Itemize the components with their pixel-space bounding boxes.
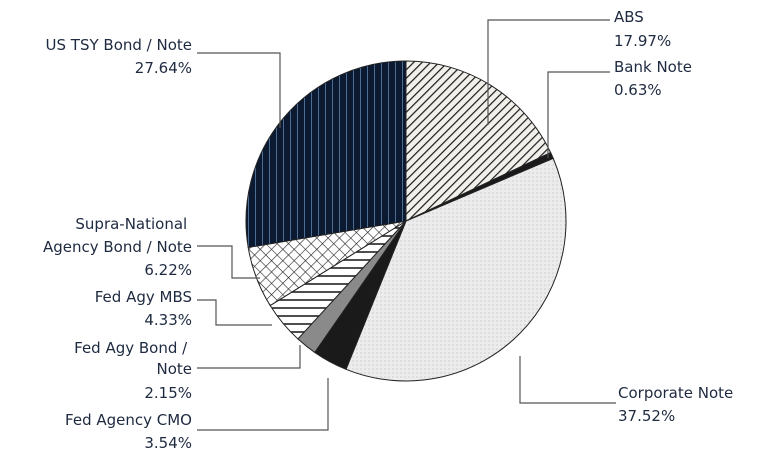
label-fed-agy-bond-note-value: 2.15% — [144, 384, 192, 402]
label-fed-agy-bond-note-name: Fed Agy Bond / Note — [74, 339, 192, 378]
label-fed-agy-mbs-name: Fed Agy MBS — [95, 288, 192, 306]
label-corporate-note-name: Corporate Note — [618, 384, 733, 402]
pie-slice-abs — [405, 60, 552, 222]
pie-slices — [245, 60, 567, 382]
label-fed-agy-mbs-value: 4.33% — [144, 311, 192, 329]
leader-fed-agy-bond-note — [197, 345, 301, 369]
leader-bank-note — [547, 71, 610, 158]
leader-lines — [197, 19, 616, 431]
label-us-tsy-name: US TSY Bond / Note — [46, 36, 192, 54]
label-bank-note-name: Bank Note — [614, 58, 692, 76]
pie-slice-corporate-note — [345, 157, 567, 382]
label-fed-agency-cmo-name: Fed Agency CMO — [65, 411, 192, 429]
leader-fed-agy-mbs — [197, 299, 272, 326]
label-supra-national-line2: Agency Bond / Note — [43, 238, 192, 256]
label-bank-note-value: 0.63% — [614, 81, 662, 99]
label-fed-agy-bond-note-line2: Note — [156, 360, 192, 378]
leader-supra-national — [197, 245, 260, 279]
leader-fed-agency-cmo — [197, 378, 329, 431]
pie-slice-us-tsy-bond-note — [245, 60, 407, 248]
label-supra-national-line1: Supra-National — [75, 215, 187, 233]
leader-abs — [487, 19, 610, 125]
label-us-tsy-value: 27.64% — [135, 59, 192, 77]
leader-corporate-note — [519, 356, 616, 404]
label-abs-value: 17.97% — [614, 32, 671, 50]
leader-us-tsy — [197, 52, 281, 128]
label-fed-agency-cmo-value: 3.54% — [144, 434, 192, 452]
label-fed-agy-bond-note-line1: Fed Agy Bond / — [74, 339, 188, 357]
label-abs-name: ABS — [614, 8, 644, 26]
label-supra-national-name: Supra-National Agency Bond / Note — [43, 215, 192, 256]
label-corporate-note-value: 37.52% — [618, 407, 675, 425]
label-supra-national-value: 6.22% — [144, 261, 192, 279]
